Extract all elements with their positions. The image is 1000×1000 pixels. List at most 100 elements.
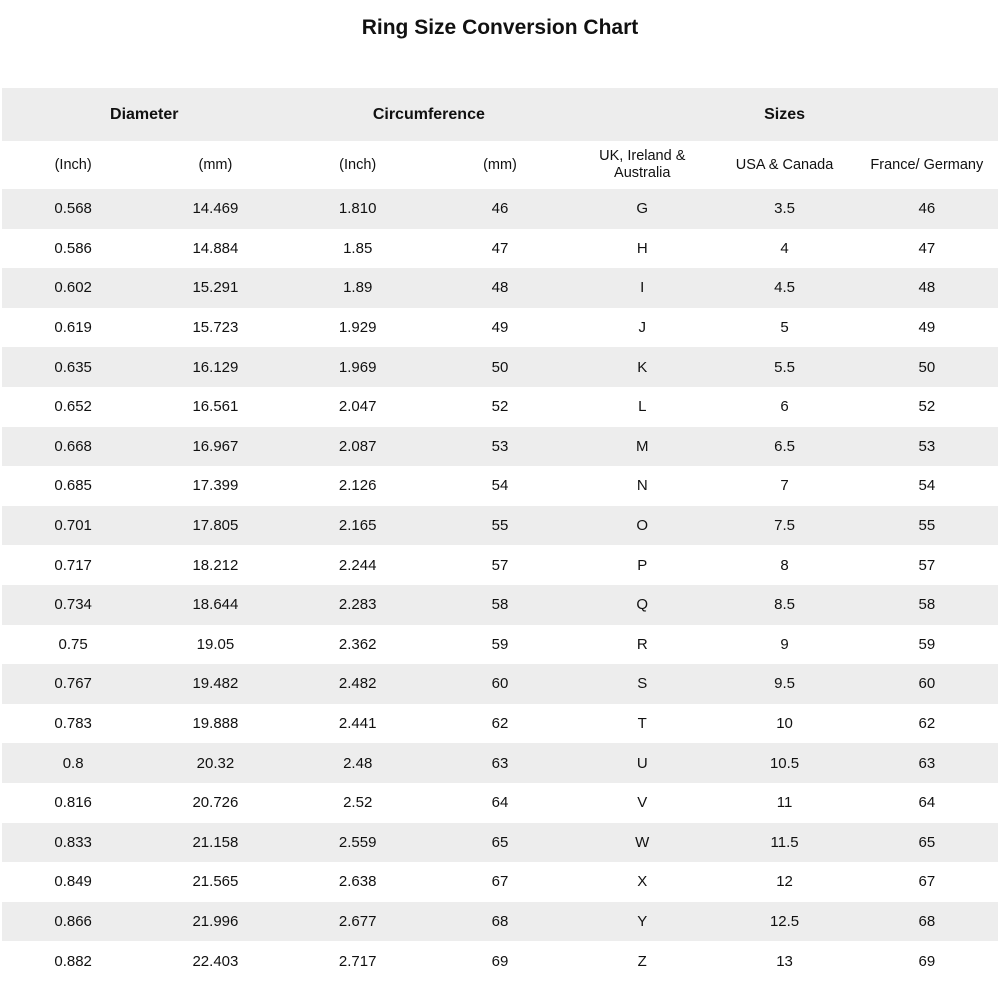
table-cell: Y (637, 912, 648, 930)
table-cell: 15.291 (192, 279, 239, 297)
table-cell: 2.441 (338, 715, 377, 733)
table-row: 0.652 16.561 2.047 52 L 6 52 (2, 387, 998, 427)
column-header: USA & Canada (713, 141, 856, 189)
table-cell: 54 (918, 477, 936, 495)
table-cell: 54 (491, 477, 509, 495)
table-cell: 7.5 (774, 517, 795, 535)
table-cell: 15.723 (192, 319, 239, 337)
table-cell: 22.403 (192, 952, 239, 970)
table-cell: M (636, 437, 649, 455)
table-cell: 49 (491, 319, 509, 337)
table-cell: 13 (776, 952, 793, 970)
table-cell: 19.888 (192, 715, 239, 733)
table-cell: 20.726 (192, 794, 239, 812)
table-cell: 2.482 (338, 675, 377, 693)
table-cell: 16.561 (192, 398, 239, 416)
table-cell: 47 (491, 239, 509, 257)
table-cell: 48 (918, 279, 936, 297)
table-cell: 2.717 (338, 952, 377, 970)
table-cell: 49 (918, 319, 936, 337)
table-cell: 4.5 (774, 279, 795, 297)
table-cell: 60 (491, 675, 509, 693)
table-cell: 2.362 (338, 635, 377, 653)
table-cell: 7 (780, 477, 789, 495)
table-cell: Q (636, 596, 649, 614)
table-cell: 63 (491, 754, 509, 772)
table-cell: V (637, 794, 648, 812)
table-row: 0.568 14.469 1.810 46 G 3.5 46 (2, 189, 998, 229)
table-cell: 50 (918, 358, 936, 376)
table-cell: 0.833 (54, 833, 92, 851)
table-row: 0.619 15.723 1.929 49 J 5 49 (2, 308, 998, 348)
column-header: (mm) (144, 141, 287, 189)
table-cell: 50 (491, 358, 509, 376)
table-cell: 0.866 (54, 912, 92, 930)
table-cell: 53 (491, 437, 509, 455)
table-cell: 0.816 (54, 794, 92, 812)
table-cell: 0.602 (54, 279, 92, 297)
table-cell: 0.619 (54, 319, 92, 337)
table-cell: 0.783 (54, 715, 92, 733)
table-cell: 64 (491, 794, 509, 812)
table-cell: 52 (918, 398, 936, 416)
table-cell: 53 (918, 437, 936, 455)
table-cell: 65 (491, 833, 509, 851)
table-cell: 63 (918, 754, 936, 772)
table-cell: 21.996 (192, 912, 239, 930)
table-cell: X (637, 873, 648, 891)
table-cell: 21.565 (192, 873, 239, 891)
table-cell: 55 (918, 517, 936, 535)
table-cell: G (636, 200, 649, 218)
table-cell: 48 (491, 279, 509, 297)
table-cell: 10 (776, 715, 793, 733)
table-cell: 58 (918, 596, 936, 614)
table-cell: 19.05 (196, 635, 235, 653)
column-header: France/ Germany (855, 141, 998, 189)
table-cell: 9 (780, 635, 789, 653)
table-row: 0.717 18.212 2.244 57 P 8 57 (2, 545, 998, 585)
table-cell: 68 (491, 912, 509, 930)
table-cell: O (636, 517, 649, 535)
table-cell: 4 (780, 239, 789, 257)
table-cell: 68 (918, 912, 936, 930)
table-cell: 5.5 (774, 358, 795, 376)
table-cell: 0.701 (54, 517, 92, 535)
table-cell: 67 (918, 873, 936, 891)
table-cell: 0.685 (54, 477, 92, 495)
table-cell: 2.638 (338, 873, 377, 891)
table-cell: 1.929 (338, 319, 377, 337)
group-header-circumference: Circumference (286, 88, 572, 141)
table-cell: 0.75 (58, 635, 88, 653)
column-header: (Inch) (286, 141, 429, 189)
table-cell: 65 (918, 833, 936, 851)
table-cell: 2.48 (343, 754, 373, 772)
table-cell: 1.85 (343, 239, 373, 257)
table-cell: 64 (918, 794, 936, 812)
table-cell: 20.32 (196, 754, 235, 772)
table-row: 0.866 21.996 2.677 68 Y 12.5 68 (2, 901, 998, 942)
table-cell: 12 (776, 873, 793, 891)
table-row: 0.635 16.129 1.969 50 K 5.5 50 (2, 347, 998, 387)
table-row: 0.783 19.888 2.441 62 T 10 62 (2, 704, 998, 744)
table-cell: 46 (491, 200, 509, 218)
page-title: Ring Size Conversion Chart (361, 16, 639, 39)
table-cell: 0.652 (54, 398, 92, 416)
table-cell: 0.635 (54, 358, 92, 376)
table-cell: 0.586 (54, 239, 92, 257)
table-row: 0.882 22.403 2.717 69 Z 13 69 (2, 941, 998, 981)
table-cell: 59 (491, 635, 509, 653)
table-cell: 17.805 (192, 517, 239, 535)
table-cell: 19.482 (192, 675, 239, 693)
table-cell: 2.559 (338, 833, 377, 851)
table-cell: 5 (780, 319, 789, 337)
table-cell: 57 (918, 556, 936, 574)
table-cell: 1.969 (338, 358, 377, 376)
table-cell: 0.668 (54, 437, 92, 455)
table-cell: K (637, 358, 648, 376)
table-row: 0.767 19.482 2.482 60 S 9.5 60 (2, 664, 998, 704)
table-cell: 0.734 (54, 596, 92, 614)
table-row: 0.8 20.32 2.48 63 U 10.5 63 (2, 743, 998, 783)
table-cell: 62 (918, 715, 936, 733)
table-cell: U (636, 754, 648, 772)
table-cell: 12.5 (769, 912, 800, 930)
